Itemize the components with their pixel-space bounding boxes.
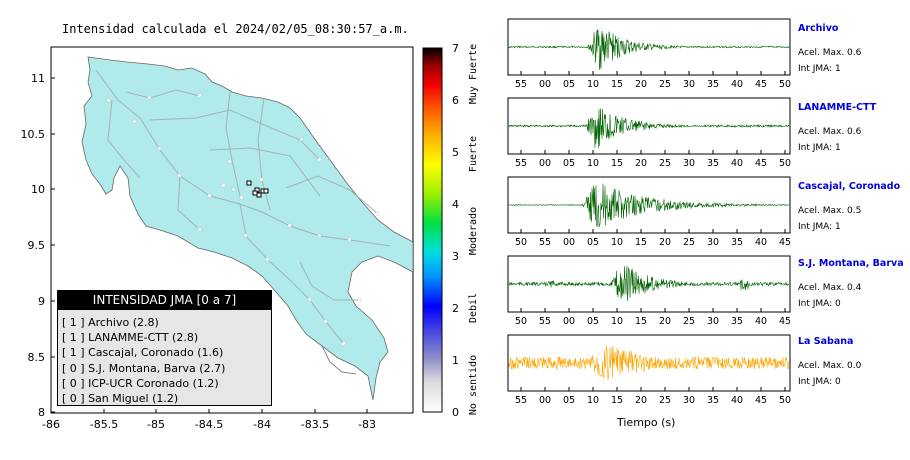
colorbar-tick-label: 5 [452,146,459,159]
colorbar-categories: No sentido Debil Moderado Fuerte Muy Fuerte [468,44,479,415]
legend-item: [ 1 ] Cascajal, Coronado (1.6) [62,346,224,360]
trace-station-name: La Sabana [798,336,854,347]
intensity-colorbar [422,47,443,413]
colorbar-tick-label: 6 [452,94,459,107]
trace-station-name: Cascajal, Coronado [798,181,901,192]
colorbar-tick-label: 7 [452,42,459,55]
map-y-tick-label: 8.5 [28,351,46,364]
trace-accel: Acel. Max. 0.0 [798,361,862,371]
map-x-tick-label: -83.5 [301,418,329,431]
map-x-axis: -86 -85.5 -85 -84.5 -84 -83.5 -83 [42,409,376,431]
map-y-tick-label: 10.5 [21,128,46,141]
intensity-legend: INTENSIDAD JMA [0 a 7] [ 1 ] Archivo (2.… [57,290,272,406]
city-markers [106,93,380,346]
colorbar-category-label: Muy Fuerte [468,44,479,104]
map-y-axis: 11 10.5 10 9.5 9 8.5 8 [21,72,55,419]
trace-accel: Acel. Max. 0.5 [798,206,862,216]
station-markers [246,180,269,198]
trace-accel: Acel. Max. 0.6 [798,127,862,137]
trace-jma: Int JMA: 0 [798,299,841,309]
map-y-tick-label: 10 [31,183,45,196]
trace-jma: Int JMA: 1 [798,222,841,232]
costa-rica-land [81,56,413,401]
trace-station-name: Archivo [798,23,839,34]
figure-title: Intensidad calculada el 2024/02/05_08:30… [62,22,409,36]
trace-jma: Int JMA: 1 [798,64,841,74]
map-x-tick-label: -85 [147,418,165,431]
colorbar-tick-label: 3 [452,250,459,263]
map-x-tick-label: -84 [253,418,271,431]
legend-item: [ 1 ] LANAMME-CTT (2.8) [62,331,199,345]
trace-info-lanamme: LANAMME-CTT Acel. Max. 0.6 Int JMA: 1 [798,101,876,155]
colorbar-ticks: 0 1 2 3 4 5 6 7 [452,42,459,419]
map-y-tick-label: 9.5 [28,239,46,252]
trace-station-name: S.J. Montana, Barva [798,258,904,269]
colorbar-category-label: Debil [468,293,479,323]
colorbar-tick-label: 4 [452,198,459,211]
legend-item: [ 1 ] Archivo (2.8) [62,316,159,329]
map-y-tick-label: 9 [38,295,45,308]
peninsula-osa [321,345,357,375]
trace-info-sabana: La Sabana Acel. Max. 0.0 Int JMA: 0 [798,335,861,389]
map-x-tick-label: -86 [42,418,60,431]
time-axis-label: Tiempo (s) [617,416,676,429]
colorbar-tick-label: 2 [452,302,459,315]
map-x-tick-label: -84.5 [195,418,223,431]
colorbar-category-label: No sentido [468,355,479,415]
trace-station-name: LANAMME-CTT [798,102,877,113]
legend-title: INTENSIDAD JMA [0 a 7] [58,291,271,310]
colorbar-tick-label: 1 [452,354,459,367]
trace-accel: Acel. Max. 0.6 [798,48,862,58]
colorbar-category-label: Moderado [468,207,479,255]
legend-items: [ 1 ] Archivo (2.8) [ 1 ] LANAMME-CTT (2… [58,310,271,406]
trace-jma: Int JMA: 0 [798,377,841,387]
trace-info-cascajal: Cascajal, Coronado Acel. Max. 0.5 Int JM… [798,180,900,234]
legend-item: [ 0 ] San Miguel (1.2) [62,392,179,406]
map-x-tick-label: -83 [358,418,376,431]
colorbar-category-label: Fuerte [468,136,479,172]
legend-item: [ 0 ] ICP-UCR Coronado (1.2) [62,376,219,390]
legend-item: [ 0 ] S.J. Montana, Barva (2.7) [62,361,226,375]
map-y-tick-label: 11 [31,72,45,85]
colorbar-tick-label: 0 [452,406,459,419]
map-x-tick-label: -85.5 [90,418,118,431]
trace-info-barva: S.J. Montana, Barva Acel. Max. 0.4 Int J… [798,257,904,311]
map-y-tick-label: 8 [38,406,45,419]
trace-info-archivo: Archivo Acel. Max. 0.6 Int JMA: 1 [798,22,861,76]
trace-jma: Int JMA: 1 [798,143,841,153]
trace-accel: Acel. Max. 0.4 [798,283,862,293]
